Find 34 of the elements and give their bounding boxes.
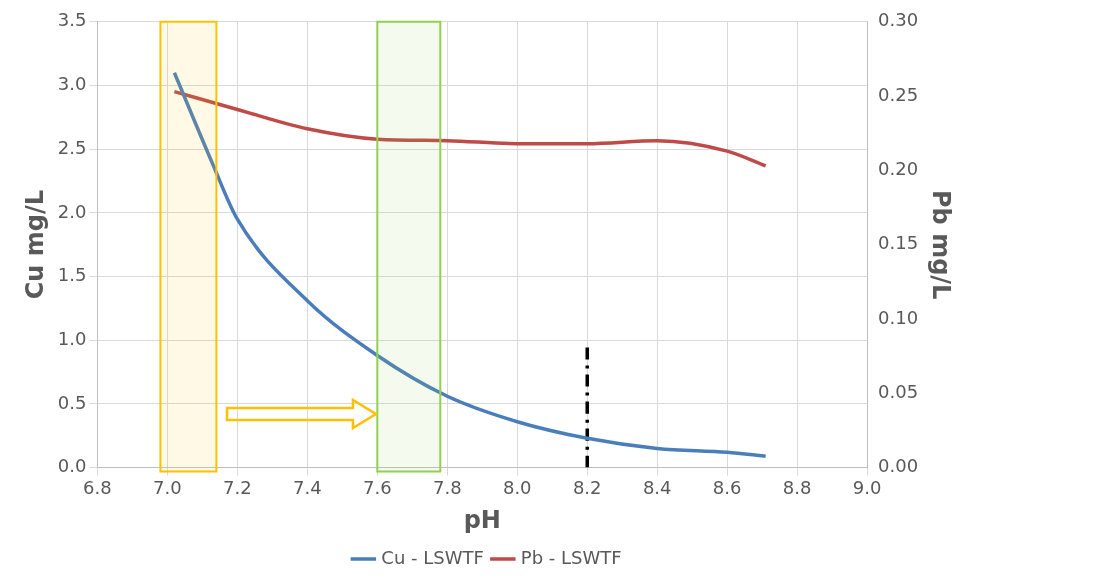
x-tick-label: 6.8 [83,477,112,499]
x-tick-label: 9.0 [852,477,882,499]
y-tick-label: 3.0 [57,73,87,95]
x-tick-label: 7.0 [153,477,182,499]
x-axis-title: pH [463,505,501,534]
x-tick-label: 7.8 [432,477,462,499]
y2-tick-label: 0.20 [878,158,919,180]
y-tick-label: 3.5 [57,9,87,31]
y2-tick-label: 0.30 [878,9,919,31]
legend-label: Pb - LSWTF [520,546,622,568]
y-tick-label: 0.0 [57,455,87,477]
y2-tick-label: 0.00 [878,455,919,477]
x-tick-label: 8.2 [572,477,602,499]
y2-tick-label: 0.25 [878,83,919,105]
y-axis-title: Cu mg/L [20,190,49,300]
x-tick-label: 8.4 [642,477,672,499]
x-tick-label: 8.6 [712,477,742,499]
y2-axis-title: Pb mg/L [927,190,956,300]
line-series [172,89,768,168]
y2-tick-label: 0.15 [878,232,919,254]
x-tick-label: 7.2 [223,477,252,499]
x-tick-label: 7.6 [363,477,392,499]
y2-tick-label: 0.10 [878,306,919,328]
x-tick-label: 8.8 [782,477,812,499]
line-series [172,71,768,458]
x-tick-label: 8.0 [502,477,532,499]
y-tick-label: 1.5 [57,264,87,286]
legend-label: Cu - LSWTF [381,546,484,568]
y-tick-label: 0.5 [57,391,87,413]
y-tick-label: 2.0 [57,200,87,222]
y2-tick-label: 0.05 [878,380,919,402]
y-tick-label: 1.0 [57,327,87,349]
x-tick-label: 7.4 [293,477,322,499]
y-tick-label: 2.5 [57,136,87,158]
